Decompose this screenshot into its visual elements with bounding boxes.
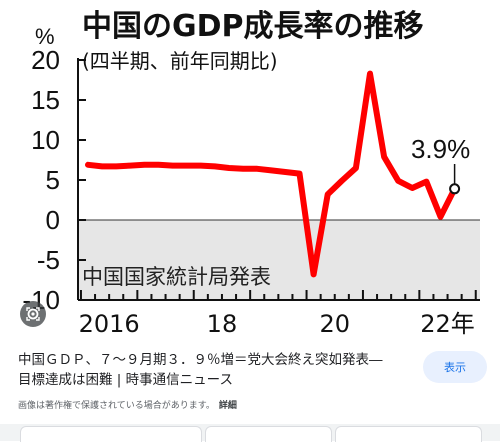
series-line	[85, 70, 458, 278]
copyright-text: 画像は著作権で保護されている場合があります。	[18, 401, 215, 411]
x-tick-label: 22年	[420, 310, 475, 338]
x-tick-label: 2016	[79, 310, 140, 338]
related-card-1[interactable]	[20, 426, 202, 442]
x-tick-labels: 2016 18 20 22年	[79, 310, 475, 338]
details-link[interactable]: 詳細	[218, 401, 237, 411]
y-tick-label: 5	[46, 165, 60, 195]
last-data-point	[449, 183, 461, 195]
chart-subtitle: (四半期、前年同期比)	[82, 49, 278, 73]
lens-search-icon	[26, 307, 40, 321]
y-axis-unit: %	[35, 24, 55, 49]
copyright-notice: 画像は著作権で保護されている場合があります。 詳細	[18, 398, 237, 411]
image-caption[interactable]: 中国ＧＤＰ、７～９月期３．９％増＝党大会終え突如発表― 目標達成は困難 | 時事…	[18, 350, 408, 390]
x-ticks	[79, 290, 477, 300]
x-tick-label: 18	[207, 310, 238, 338]
show-button[interactable]: 表示	[423, 351, 487, 383]
y-tick-label: -5	[37, 245, 60, 275]
y-tick-label: 15	[31, 85, 60, 115]
caption-line-2: 目標達成は困難 | 時事通信ニュース	[18, 372, 233, 388]
y-tick-label: 20	[31, 45, 60, 75]
source-label: 中国国家統計局発表	[82, 265, 271, 289]
chart-title: 中国のGDP成長率の推移	[82, 9, 424, 44]
y-tick-label: 0	[46, 205, 60, 235]
negative-area	[78, 220, 480, 300]
y-tick-label: 10	[31, 125, 60, 155]
value-annotation: 3.9%	[411, 134, 470, 164]
related-card-3[interactable]	[335, 426, 482, 442]
caption-line-1: 中国ＧＤＰ、７～９月期３．９％増＝党大会終え突如発表―	[18, 352, 383, 368]
x-tick-label: 20	[319, 310, 350, 338]
related-card-2[interactable]	[205, 426, 332, 442]
lens-search-button[interactable]	[20, 301, 46, 327]
